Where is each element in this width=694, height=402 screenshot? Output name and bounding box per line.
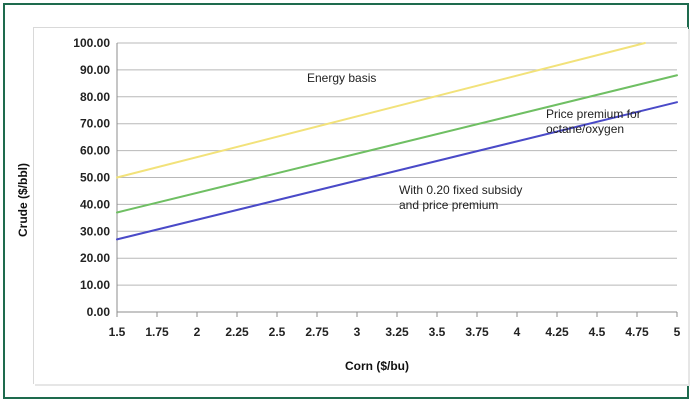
series-line-2 — [116, 74, 678, 214]
x-tick-label: 2.75 — [305, 325, 329, 339]
x-tick-label: 2.5 — [269, 325, 286, 339]
y-axis-ticks: 0.00 10.00 20.00 30.00 40.00 50.00 60.00 70.00 8… — [73, 36, 110, 319]
gridlines — [116, 42, 677, 313]
x-tick-label: 1.5 — [109, 325, 126, 339]
y-tick-label: 100.00 — [73, 36, 110, 50]
series-line-1 — [116, 42, 646, 179]
series-annotations: Energy basis Price premium for octane/oxyg… — [307, 71, 641, 212]
y-tick-label: 30.00 — [80, 224, 110, 238]
x-tick-label: 2 — [194, 325, 201, 339]
x-axis-title: Corn ($/bu) — [345, 359, 409, 373]
y-tick-label: 10.00 — [80, 278, 110, 292]
series-annotation: Energy basis — [307, 71, 376, 85]
y-tick-label: 20.00 — [80, 251, 110, 265]
series-lines — [116, 42, 678, 241]
x-tick-label: 4.5 — [589, 325, 606, 339]
x-tick-label: 4 — [514, 325, 521, 339]
y-tick-label: 50.00 — [80, 171, 110, 185]
series-annotation: Price premium for octane/oxygen — [546, 107, 641, 136]
x-axis-ticks: 1.5 1.75 2 2.25 2.5 2.75 3 3.25 3.5 3.75 4 4.25 4.5 4… — [109, 312, 681, 339]
x-tick-label: 4.25 — [545, 325, 569, 339]
x-tick-label: 5 — [674, 325, 681, 339]
y-axis-title: Crude ($/bbl) — [16, 163, 30, 237]
x-tick-label: 1.75 — [145, 325, 169, 339]
y-tick-label: 40.00 — [80, 197, 110, 211]
x-tick-label: 3.5 — [429, 325, 446, 339]
y-tick-label: 60.00 — [80, 144, 110, 158]
y-tick-label: 80.00 — [80, 90, 110, 104]
y-tick-label: 0.00 — [87, 305, 111, 319]
series-line-3 — [116, 101, 678, 241]
x-tick-label: 4.75 — [625, 325, 649, 339]
series-annotation: With 0.20 fixed subsidy and price premium — [399, 183, 522, 212]
x-tick-label: 3.75 — [465, 325, 489, 339]
y-tick-label: 90.00 — [80, 63, 110, 77]
x-tick-label: 3 — [354, 325, 361, 339]
y-tick-label: 70.00 — [80, 117, 110, 131]
chart-frame — [3, 3, 689, 399]
x-tick-label: 2.25 — [225, 325, 249, 339]
x-tick-label: 3.25 — [385, 325, 409, 339]
